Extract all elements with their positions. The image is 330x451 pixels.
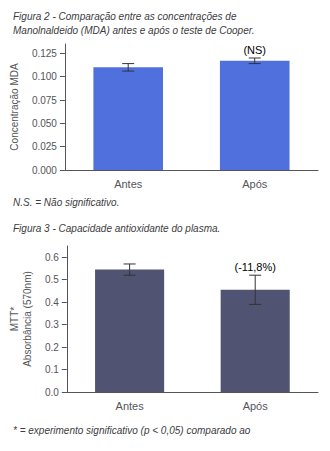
svg-text:0.3: 0.3 — [45, 319, 59, 330]
svg-text:Figura 3 - Capacidade antioxid: Figura 3 - Capacidade antioxidante do pl… — [13, 223, 220, 234]
svg-text:(NS): (NS) — [243, 44, 266, 56]
svg-text:* = experimento significativo: * = experimento significativo (p < 0,05)… — [13, 425, 251, 436]
svg-text:0.050: 0.050 — [32, 118, 57, 129]
svg-text:0.125: 0.125 — [32, 48, 57, 59]
svg-text:N.S. = Não significativo.: N.S. = Não significativo. — [13, 197, 119, 208]
svg-text:Concentração MDA: Concentração MDA — [9, 63, 20, 151]
svg-text:0.2: 0.2 — [45, 342, 59, 353]
svg-text:Absorbância (570nm): Absorbância (570nm) — [22, 271, 33, 367]
svg-text:0.025: 0.025 — [32, 141, 57, 152]
svg-text:0.5: 0.5 — [45, 274, 59, 285]
svg-text:0.4: 0.4 — [45, 297, 59, 308]
svg-text:MTT*: MTT* — [9, 307, 20, 332]
svg-text:0.1: 0.1 — [45, 364, 59, 375]
svg-text:0.075: 0.075 — [32, 95, 57, 106]
svg-text:0.0: 0.0 — [45, 387, 59, 398]
svg-text:Manolnaldeido (MDA) antes e ap: Manolnaldeido (MDA) antes e após o teste… — [13, 25, 254, 36]
svg-text:Figura 2 - Comparação entre as: Figura 2 - Comparação entre as concentra… — [13, 11, 237, 22]
svg-text:Antes: Antes — [114, 178, 143, 190]
svg-text:Antes: Antes — [116, 400, 145, 412]
svg-text:0.6: 0.6 — [45, 252, 59, 263]
svg-text:0.100: 0.100 — [32, 71, 57, 82]
svg-text:Após: Após — [242, 178, 268, 190]
svg-text:0.000: 0.000 — [32, 165, 57, 176]
svg-text:(-11,8%): (-11,8%) — [235, 261, 276, 273]
svg-text:Após: Após — [243, 400, 269, 412]
